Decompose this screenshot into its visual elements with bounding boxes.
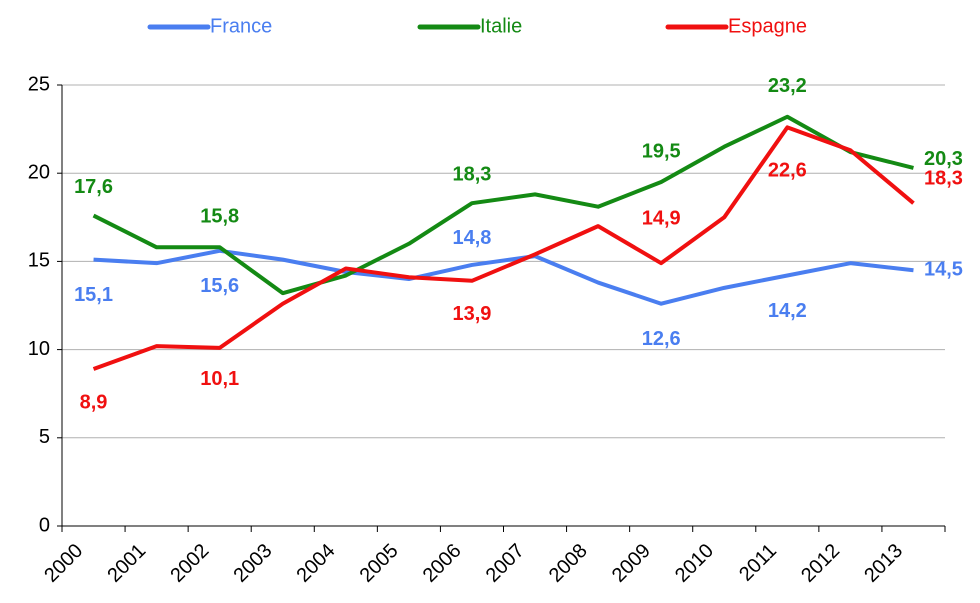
series-line (92, 125, 915, 371)
series-line (92, 114, 914, 296)
legend-label: Italie (480, 15, 522, 37)
data-label: 13,9 (452, 303, 491, 325)
x-tick-label: 2005 (356, 540, 403, 587)
legend-label: France (210, 15, 272, 37)
y-tick-label: 15 (28, 250, 50, 272)
data-label: 15,6 (200, 275, 239, 297)
y-tick-label: 5 (39, 426, 50, 448)
x-tick-label: 2013 (860, 540, 907, 587)
x-tick-label: 2007 (482, 540, 529, 587)
data-label: 15,8 (200, 206, 239, 228)
data-label: 17,6 (74, 176, 113, 198)
x-tick-label: 2004 (293, 540, 340, 587)
x-tick-label: 2000 (40, 540, 87, 587)
data-label: 18,3 (452, 163, 491, 185)
data-label: 18,3 (924, 167, 963, 189)
x-tick-label: 2001 (103, 540, 150, 587)
data-label: 8,9 (80, 391, 108, 413)
data-label: 20,3 (924, 148, 963, 170)
x-tick-label: 2008 (545, 540, 592, 587)
data-label: 14,2 (768, 300, 807, 322)
x-tick-label: 2002 (166, 540, 213, 587)
x-tick-label: 2003 (229, 540, 276, 587)
data-label: 15,1 (74, 284, 113, 306)
data-label: 19,5 (642, 140, 681, 162)
x-tick-label: 2012 (797, 540, 844, 587)
x-tick-label: 2006 (419, 540, 466, 587)
x-tick-label: 2010 (671, 540, 718, 587)
y-tick-label: 25 (28, 73, 50, 95)
x-tick-label: 2009 (608, 540, 655, 587)
data-label: 14,5 (924, 259, 963, 281)
y-tick-label: 10 (28, 338, 50, 360)
data-label: 14,8 (452, 227, 491, 249)
x-tick-label: 2011 (735, 540, 781, 586)
legend-label: Espagne (728, 15, 807, 37)
data-label: 12,6 (642, 328, 681, 350)
y-tick-label: 20 (28, 161, 50, 183)
data-label: 14,9 (642, 207, 681, 229)
series-line (93, 248, 914, 306)
data-label: 22,6 (768, 160, 807, 182)
data-label: 23,2 (768, 75, 807, 97)
data-label: 10,1 (200, 368, 239, 390)
y-tick-label: 0 (39, 514, 50, 536)
